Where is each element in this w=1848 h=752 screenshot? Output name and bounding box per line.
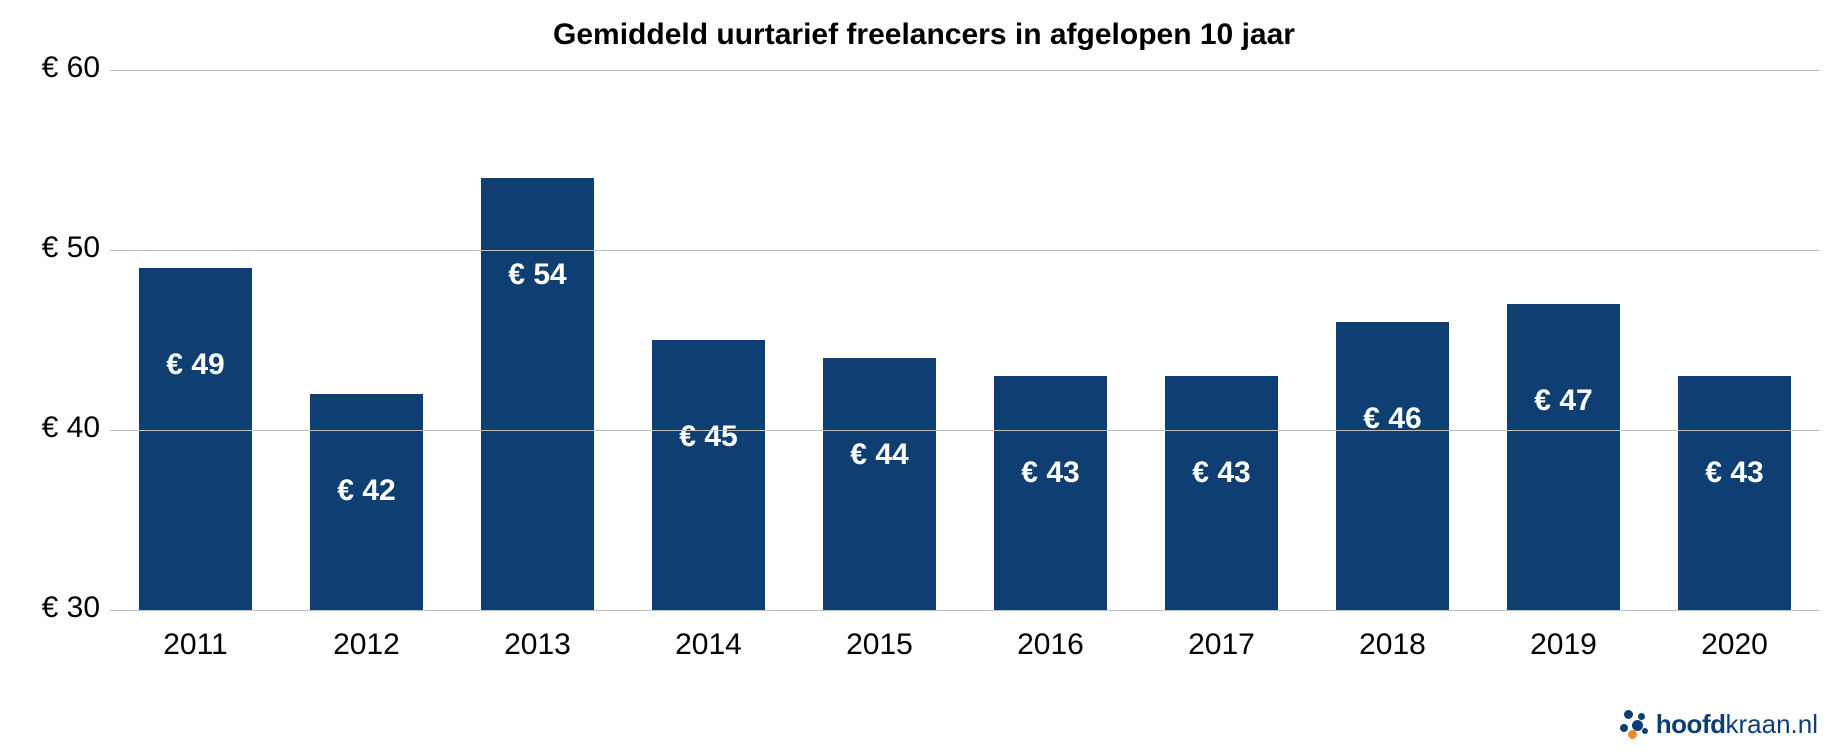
x-tick-label: 2012 <box>281 628 452 662</box>
bar-value-label: € 54 <box>481 258 594 292</box>
chart-title: Gemiddeld uurtarief freelancers in afgel… <box>0 18 1848 52</box>
x-tick-label: 2016 <box>965 628 1136 662</box>
bar-value-label: € 45 <box>652 420 765 454</box>
plot-area: € 49 € 42 € 54 € 45 € 44 € 43 € 43 € 46 € 47 € 43 <box>110 70 1820 610</box>
bar-value-label: € 44 <box>823 438 936 472</box>
x-tick-label: 2013 <box>452 628 623 662</box>
bar-value-label: € 43 <box>1678 456 1791 490</box>
x-tick-label: 2015 <box>794 628 965 662</box>
bar-value-label: € 49 <box>139 348 252 382</box>
x-tick-label: 2014 <box>623 628 794 662</box>
bar: € 42 <box>310 394 423 610</box>
x-tick-label: 2011 <box>110 628 281 662</box>
bar: € 45 <box>652 340 765 610</box>
y-tick-label: € 50 <box>0 231 100 265</box>
bar: € 43 <box>1165 376 1278 610</box>
bar: € 47 <box>1507 304 1620 610</box>
y-tick-label: € 60 <box>0 51 100 85</box>
bar-value-label: € 43 <box>994 456 1107 490</box>
bar: € 49 <box>139 268 252 610</box>
bar: € 54 <box>481 178 594 610</box>
bar: € 43 <box>1678 376 1791 610</box>
x-tick-label: 2020 <box>1649 628 1820 662</box>
bar-value-label: € 47 <box>1507 384 1620 418</box>
bar-value-label: € 43 <box>1165 456 1278 490</box>
brand-logo-text-bold: hoofd <box>1656 709 1726 740</box>
y-tick-label: € 30 <box>0 591 100 625</box>
x-tick-label: 2018 <box>1307 628 1478 662</box>
brand-logo-text-tld: .nl <box>1791 709 1818 740</box>
gridline <box>110 610 1820 611</box>
gridline <box>110 70 1820 71</box>
bar-value-label: € 42 <box>310 474 423 508</box>
brand-logo-icon <box>1618 710 1652 740</box>
bar: € 46 <box>1336 322 1449 610</box>
gridline <box>110 250 1820 251</box>
brand-logo: hoofdkraan.nl <box>1618 709 1818 740</box>
bar: € 44 <box>823 358 936 610</box>
brand-logo-text-thin: kraan <box>1725 709 1790 740</box>
gridline <box>110 430 1820 431</box>
bar: € 43 <box>994 376 1107 610</box>
bars-container: € 49 € 42 € 54 € 45 € 44 € 43 € 43 € 46 € 47 € 43 <box>110 70 1820 610</box>
y-tick-label: € 40 <box>0 411 100 445</box>
x-tick-label: 2017 <box>1136 628 1307 662</box>
x-tick-label: 2019 <box>1478 628 1649 662</box>
